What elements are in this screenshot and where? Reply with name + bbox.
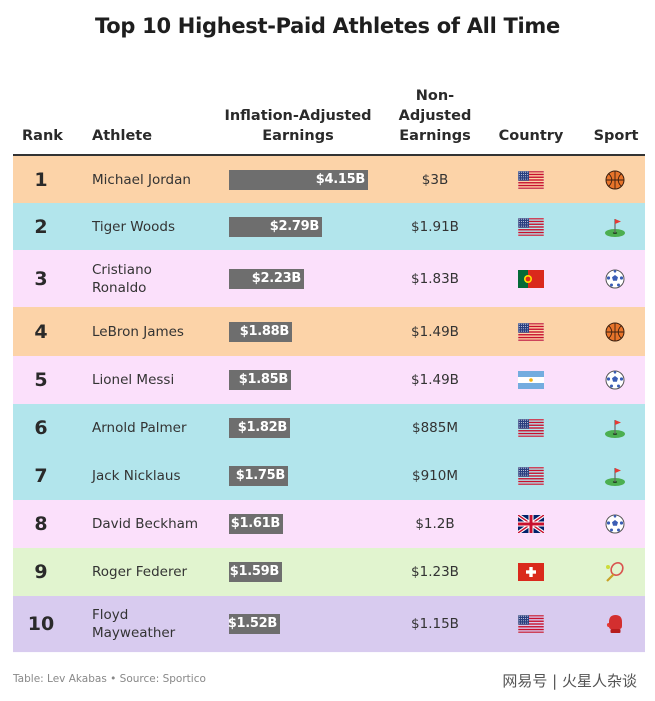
golf-icon: [603, 215, 627, 239]
earnings-bar: $4.15B: [229, 169, 368, 190]
golf-icon: [603, 464, 627, 488]
portugal-flag-icon: [518, 269, 544, 288]
non-adjusted-earnings: $910M: [411, 468, 458, 484]
table-row: 4 LeBron James $1.88B $1.49B: [13, 307, 645, 357]
athlete-name: Tiger Woods: [92, 218, 175, 235]
non-adjusted-earnings: $3B: [421, 171, 449, 188]
switzerland-flag-icon: [518, 563, 544, 581]
golf-icon: [603, 416, 627, 440]
earnings-bar-label: $1.85B: [238, 372, 289, 387]
table-row: 5 Lionel Messi $1.85B $1.49B: [13, 356, 645, 405]
rank-cell: 8: [34, 513, 48, 535]
earnings-bar-label: $2.23B: [251, 270, 302, 286]
header-inflation-adjusted: Inflation-Adjusted Earnings: [224, 108, 372, 144]
us-flag-icon: [518, 170, 544, 189]
athlete-name: Jack Nicklaus: [92, 468, 181, 484]
non-adjusted-earnings: $1.91B: [411, 218, 459, 235]
earnings-bar-label: $1.61B: [230, 516, 281, 531]
earnings-bar-label: $4.15B: [315, 171, 366, 187]
table-row: 8 David Beckham $1.61B $1.2B: [13, 500, 645, 549]
earnings-bar-label: $1.82B: [237, 420, 288, 435]
basketball-icon: [603, 168, 627, 192]
watermark: 网易号 | 火星人杂谈: [502, 672, 637, 690]
uk-flag-icon: [518, 515, 544, 533]
earnings-bar: $1.61B: [229, 514, 283, 534]
non-adjusted-earnings: $1.83B: [411, 270, 459, 287]
header-athlete: Athlete: [92, 128, 153, 144]
rank-cell: 9: [34, 561, 48, 583]
rank-cell: 3: [34, 267, 48, 290]
earnings-bar-label: $2.79B: [269, 218, 320, 234]
athlete-name: Lionel Messi: [92, 372, 175, 388]
table-row: 6 Arnold Palmer $1.82B $885M: [13, 404, 645, 453]
table-row: 10 Floyd Mayweather $1.52B $1.15B: [13, 596, 645, 653]
soccer-ball-icon: [603, 512, 627, 536]
athlete-name: David Beckham: [92, 516, 199, 532]
us-flag-icon: [518, 322, 544, 341]
earnings-bar-label: $1.75B: [235, 468, 286, 483]
athlete-name: Michael Jordan: [92, 171, 191, 188]
athlete-name: Arnold Palmer: [92, 420, 187, 436]
athlete-name: Floyd Mayweather: [92, 607, 176, 641]
non-adjusted-earnings: $1.2B: [415, 516, 455, 532]
header-divider: [13, 154, 645, 156]
table-row: 3 Cristiano Ronaldo $2.23B $1.83B: [13, 250, 645, 308]
athlete-name: Cristiano Ronaldo: [92, 261, 152, 296]
source-footer: Table: Lev Akabas • Source: Sportico: [13, 673, 206, 685]
non-adjusted-earnings: $1.49B: [411, 372, 459, 388]
us-flag-icon: [518, 217, 544, 236]
page-title: Top 10 Highest-Paid Athletes of All Time: [95, 14, 560, 38]
basketball-icon: [603, 320, 627, 344]
argentina-flag-icon: [518, 371, 544, 389]
rank-cell: 7: [34, 465, 48, 487]
rank-cell: 5: [34, 369, 48, 391]
us-flag-icon: [518, 615, 544, 633]
athlete-name: LeBron James: [92, 323, 184, 340]
table-row: 2 Tiger Woods $2.79B $1.91B: [13, 203, 645, 251]
table-row: 1 Michael Jordan $4.15B $3B: [13, 156, 645, 204]
header-rank: Rank: [22, 128, 63, 144]
earnings-bar: $2.79B: [229, 216, 322, 237]
rank-cell: 2: [34, 215, 48, 238]
earnings-bar-label: $1.52B: [227, 616, 278, 631]
earnings-bar: $2.23B: [229, 268, 304, 289]
earnings-bar-label: $1.88B: [239, 323, 290, 339]
header-sport: Sport: [593, 128, 639, 144]
non-adjusted-earnings: $885M: [411, 420, 458, 436]
non-adjusted-earnings: $1.23B: [411, 564, 459, 580]
earnings-bar: $1.75B: [229, 466, 288, 486]
earnings-bar-label: $1.59B: [229, 564, 280, 579]
non-adjusted-earnings: $1.49B: [411, 323, 459, 340]
earnings-bar: $1.82B: [229, 418, 290, 438]
athlete-name: Roger Federer: [92, 564, 188, 580]
rank-cell: 1: [34, 168, 48, 191]
earnings-bar: $1.88B: [229, 321, 292, 342]
earnings-bar: $1.59B: [229, 562, 282, 582]
header-non-adjusted: Non-Adjusted Earnings: [398, 88, 472, 144]
us-flag-icon: [518, 419, 544, 437]
earnings-bar: $1.52B: [227, 614, 280, 634]
soccer-ball-icon: [603, 368, 627, 392]
rank-cell: 6: [34, 417, 48, 439]
header-country: Country: [498, 128, 564, 144]
tennis-racket-icon: [603, 560, 627, 584]
rank-cell: 10: [27, 613, 55, 635]
us-flag-icon: [518, 467, 544, 485]
boxing-glove-icon: [603, 612, 627, 636]
table-row: 9 Roger Federer $1.59B $1.23B: [13, 548, 645, 597]
rank-cell: 4: [34, 320, 48, 343]
non-adjusted-earnings: $1.15B: [411, 616, 459, 632]
table-row: 7 Jack Nicklaus $1.75B $910M: [13, 452, 645, 501]
soccer-ball-icon: [603, 267, 627, 291]
earnings-bar: $1.85B: [229, 370, 291, 390]
